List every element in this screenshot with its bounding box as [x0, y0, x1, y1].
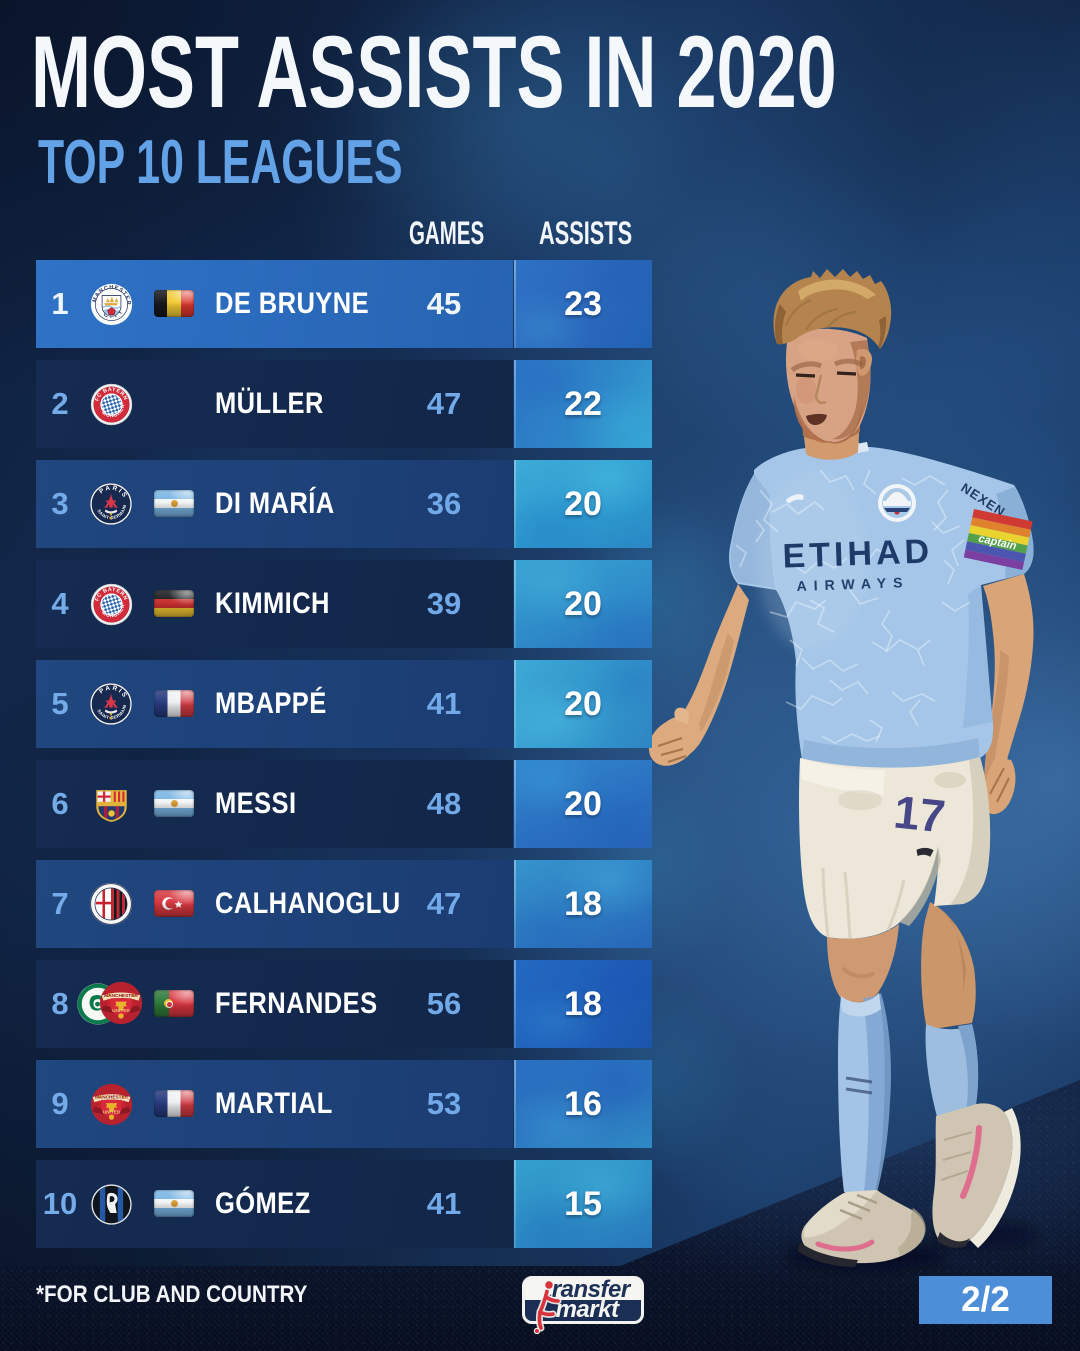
- svg-text:UNITED: UNITED: [112, 1008, 130, 1014]
- svg-text:ETIHAD: ETIHAD: [782, 532, 934, 575]
- svg-text:17: 17: [891, 785, 947, 842]
- svg-text:MANCHESTER: MANCHESTER: [104, 993, 138, 999]
- svg-text:AIRWAYS: AIRWAYS: [796, 574, 909, 594]
- svg-text:MANCHESTER: MANCHESTER: [95, 1094, 129, 1099]
- svg-text:UNITED: UNITED: [103, 1109, 121, 1114]
